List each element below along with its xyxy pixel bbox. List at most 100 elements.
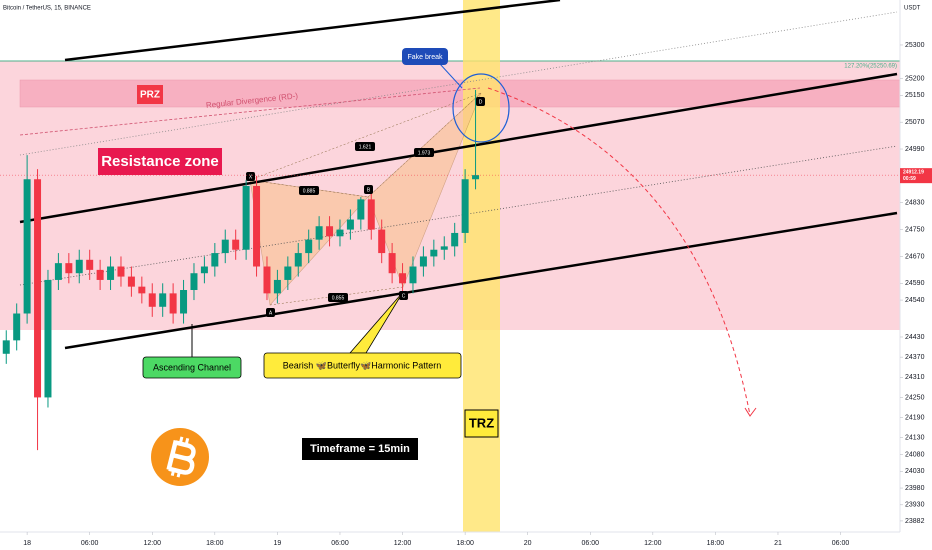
candle-body: [107, 266, 115, 280]
y-tick-label: 24030: [905, 468, 925, 475]
ratio-labels: 1.621 1.973 0.885 0.855 X A B C D: [246, 97, 485, 317]
pattern-box: [263, 352, 462, 379]
y-tick-label: 24080: [905, 451, 925, 458]
candle-body: [96, 269, 104, 280]
candle-body: [54, 263, 62, 280]
candle-body: [34, 179, 42, 398]
candle-body: [399, 273, 407, 284]
channel-line: [64, 0, 561, 62]
ratio-box: [328, 293, 348, 302]
ratio-box: [414, 148, 434, 157]
y-tick-label: 25200: [905, 75, 925, 82]
point-label: C: [402, 293, 406, 299]
x-tick-label: 06:00: [832, 540, 850, 547]
y-tick-label: 24430: [905, 334, 925, 341]
x-tick-label: 06:00: [331, 540, 349, 547]
ratio-line: [367, 92, 482, 198]
projection-path: [487, 87, 751, 416]
ratio-label: 1.973: [418, 150, 431, 156]
y-tick-label: 24670: [905, 253, 925, 260]
candle-body: [273, 279, 281, 294]
x-tick-label: 06:00: [81, 540, 99, 547]
last-price-label: 24912.19: [903, 169, 924, 175]
ratio-box: [299, 186, 319, 195]
point-box: [399, 291, 408, 300]
timeframe-label: Timeframe = 15min: [310, 443, 410, 455]
candle-body: [305, 239, 313, 254]
point-box: [246, 172, 255, 181]
pattern-label: Bearish 🦋Butterfly🦋Harmonic Pattern: [283, 360, 441, 370]
currency-label: USDT: [904, 6, 921, 12]
y-tick-label: 24370: [905, 354, 925, 361]
candle-body: [138, 286, 146, 294]
y-tick-label: 24990: [905, 146, 925, 153]
callout-box: [402, 48, 448, 65]
divergence-line: [19, 87, 481, 136]
prz-box: [137, 85, 163, 104]
y-tick-label: 24830: [905, 200, 925, 207]
trz-label: TRZ: [469, 415, 494, 430]
candle-body: [86, 259, 94, 270]
candle-body: [159, 293, 167, 307]
x-tick-label: 18: [23, 540, 31, 547]
candle-body: [127, 276, 135, 287]
y-tick-label: 23930: [905, 502, 925, 509]
candle-body: [200, 266, 208, 274]
candle-body: [253, 185, 261, 267]
candle-body: [169, 293, 177, 314]
candles: [2, 89, 480, 451]
channel-box: [142, 356, 242, 379]
y-tick-label: 25150: [905, 92, 925, 99]
candle-body: [315, 226, 323, 240]
trz-band: [463, 0, 500, 532]
channel-line: [64, 211, 898, 350]
channel-line: [19, 72, 898, 224]
point-box: [266, 308, 275, 317]
candle-body: [326, 226, 334, 237]
trz-box: [464, 409, 499, 438]
candle-body: [117, 266, 125, 277]
chart-title: Bitcoin / TetherUS, 15, BINANCE: [3, 6, 91, 12]
y-tick-label: 25070: [905, 119, 925, 126]
y-tick-label: 24750: [905, 226, 925, 233]
candle-body: [221, 239, 229, 254]
candle-body: [2, 340, 10, 354]
candle-body: [263, 266, 271, 294]
candle-body: [190, 273, 198, 291]
y-tick-label: 23980: [905, 485, 925, 492]
candle-body: [336, 229, 344, 237]
last-price-box: [900, 168, 932, 184]
candle-body: [211, 253, 219, 267]
x-tick-label: 19: [274, 540, 282, 547]
candle-body: [65, 263, 73, 274]
fake-break-circle: [452, 73, 510, 143]
point-label: A: [269, 310, 273, 316]
y-tick-label: 24130: [905, 435, 925, 442]
fib-label: 127.20%(25250.69): [844, 64, 897, 70]
y-tick-label: 25300: [905, 42, 925, 49]
ratio-line: [249, 92, 482, 181]
candle-body: [284, 266, 292, 280]
candle-body: [148, 293, 156, 307]
price-axis: [900, 0, 932, 550]
candle-body: [388, 253, 396, 274]
candle-body: [430, 249, 438, 257]
candle-body: [180, 290, 188, 314]
candle-body: [232, 239, 240, 250]
candle-body: [242, 185, 250, 250]
candle-body: [357, 199, 365, 220]
point-label: X: [249, 174, 253, 180]
candle-body: [13, 313, 21, 341]
candle-body: [378, 229, 386, 254]
x-tick-label: 12:00: [394, 540, 412, 547]
candle-body: [44, 279, 52, 398]
projection-arrow: [744, 407, 757, 417]
point-box: [476, 97, 485, 106]
bitcoin-logo: [151, 428, 209, 486]
time-axis: [0, 532, 900, 550]
candle-body: [461, 179, 469, 233]
resistance-label: Resistance zone: [101, 153, 219, 170]
resistance-box: [98, 148, 222, 175]
ratio-label: 0.885: [303, 188, 316, 194]
